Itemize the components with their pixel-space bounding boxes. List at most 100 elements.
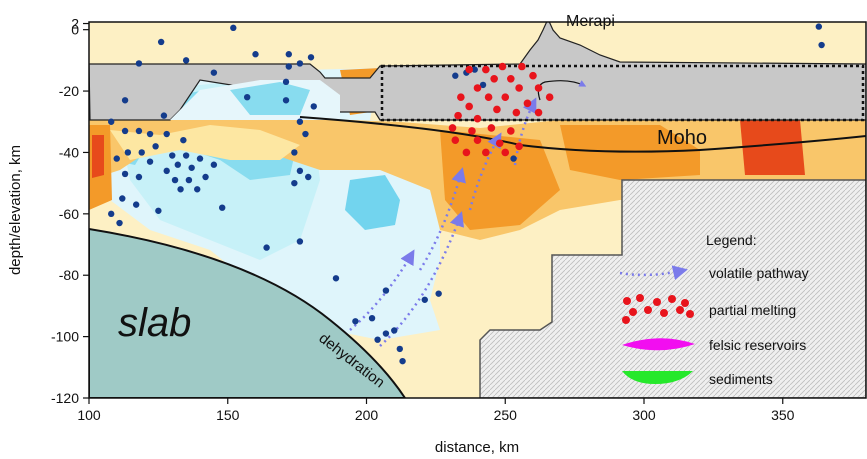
- legend-sediment-label: sediments: [709, 371, 773, 387]
- earthquake-point: [282, 78, 290, 86]
- earthquake-point: [452, 72, 459, 79]
- earthquake-point: [396, 345, 403, 353]
- red-anomaly-right: [740, 120, 805, 175]
- earthquake-point: [108, 210, 115, 218]
- earthquake-point: [182, 57, 190, 64]
- y-tick-label: -100: [51, 329, 79, 345]
- earthquake-point: [291, 149, 298, 156]
- earthquake-point: [210, 69, 218, 76]
- earthquake-point: [291, 179, 298, 187]
- y-tick-label: -120: [51, 390, 79, 406]
- earthquake-point: [302, 130, 309, 138]
- earthquakes: [108, 23, 825, 365]
- y-tick-label: -40: [59, 144, 79, 160]
- earthquake-point: [132, 201, 140, 208]
- legend-felsic-label: felsic reservoirs: [709, 337, 806, 353]
- earthquake-point: [243, 94, 251, 101]
- x-tick-label: 200: [355, 407, 379, 423]
- partial-melting-point: [529, 71, 537, 80]
- crust-yellow: [110, 125, 300, 160]
- earthquake-point: [382, 287, 390, 294]
- earthquake-point: [815, 23, 823, 30]
- crustal-box: [380, 64, 865, 122]
- partial-melting-point: [501, 93, 510, 101]
- earthquake-point: [121, 97, 129, 104]
- partial-melting-point: [498, 62, 507, 71]
- earthquake-point: [219, 204, 226, 211]
- partial-melting-point: [448, 124, 457, 132]
- earthquake-point: [152, 143, 159, 150]
- earthquake-point: [155, 207, 162, 214]
- x-tick-label: 300: [632, 407, 656, 423]
- earthquake-point: [174, 161, 181, 168]
- earthquake-point: [113, 155, 120, 162]
- partial-melting-point: [501, 148, 510, 157]
- earthquake-point: [310, 103, 317, 110]
- moho-line: [299, 116, 866, 153]
- earthquake-point: [471, 66, 478, 73]
- earthquake-point: [177, 186, 184, 193]
- partial-melting-point: [523, 99, 532, 108]
- volatile-pathway-3: [418, 167, 466, 271]
- volatile-pathway-2: [379, 211, 464, 347]
- partial-melting-point: [462, 148, 471, 157]
- y-tick-label: 2: [71, 16, 79, 32]
- y-tick-label: -80: [59, 267, 79, 283]
- earthquake-point: [391, 327, 398, 334]
- x-tick-label: 350: [771, 407, 795, 423]
- earthquake-point: [307, 54, 315, 61]
- left-shallow-cyan: [230, 82, 310, 115]
- partial-melting-point: [454, 111, 462, 120]
- earthquake-point: [510, 155, 517, 162]
- x-tick-label: 100: [77, 407, 101, 423]
- earthquake-point: [374, 336, 381, 343]
- partial-melting-point: [465, 65, 473, 74]
- partial-melting-point: [473, 136, 482, 144]
- y-tick-label: 0: [71, 22, 79, 38]
- partial-melting-point: [490, 74, 498, 83]
- earthquake-point: [296, 238, 304, 245]
- earthquake-point: [108, 118, 115, 125]
- y-tick-label: -60: [59, 206, 79, 222]
- moho-label: Moho: [657, 127, 707, 149]
- earthquake-point: [252, 51, 259, 58]
- slab: [89, 227, 407, 398]
- legend-melt-symbol: [622, 294, 694, 324]
- plot-frame: [88, 21, 867, 399]
- orange-anomaly-deep: [440, 130, 560, 230]
- earthquake-point: [368, 314, 376, 322]
- earthquake-point: [188, 164, 195, 171]
- partial-melting-point: [534, 108, 543, 117]
- earthquake-point: [163, 130, 170, 138]
- earthquake-point: [146, 158, 154, 165]
- earthquake-point: [479, 81, 487, 89]
- partial-melting-point: [484, 93, 493, 101]
- partial-melting-point: [512, 108, 521, 117]
- earthquake-point: [382, 330, 390, 337]
- legend-sediment-symbol: [622, 371, 693, 384]
- partial-melting-point: [493, 105, 501, 114]
- legend-volatile-symbol: [619, 265, 688, 280]
- slab-label: slab: [118, 301, 191, 345]
- earthquake-point: [296, 118, 304, 125]
- earthquake-point: [185, 176, 193, 184]
- earthquake-point: [352, 318, 359, 325]
- earthquake-point: [305, 173, 312, 181]
- earthquake-point: [210, 161, 218, 168]
- legend: Legend: volatile pathway partial melting…: [619, 232, 809, 387]
- masked-region: [479, 120, 866, 398]
- x-tick-label: 250: [494, 407, 518, 423]
- partial-melting-point: [465, 102, 473, 111]
- earthquake-point: [135, 173, 143, 181]
- earthquake-point: [124, 149, 132, 156]
- earthquake-point: [146, 130, 154, 138]
- partial-melting-point: [534, 84, 543, 92]
- earthquake-point: [169, 152, 176, 159]
- legend-melt-label: partial melting: [709, 302, 796, 318]
- earthquake-point: [818, 41, 825, 49]
- partial-melting-point: [507, 127, 515, 135]
- partial-melting-point: [487, 124, 496, 132]
- earthquake-point: [119, 195, 126, 202]
- earthquake-point: [285, 51, 292, 58]
